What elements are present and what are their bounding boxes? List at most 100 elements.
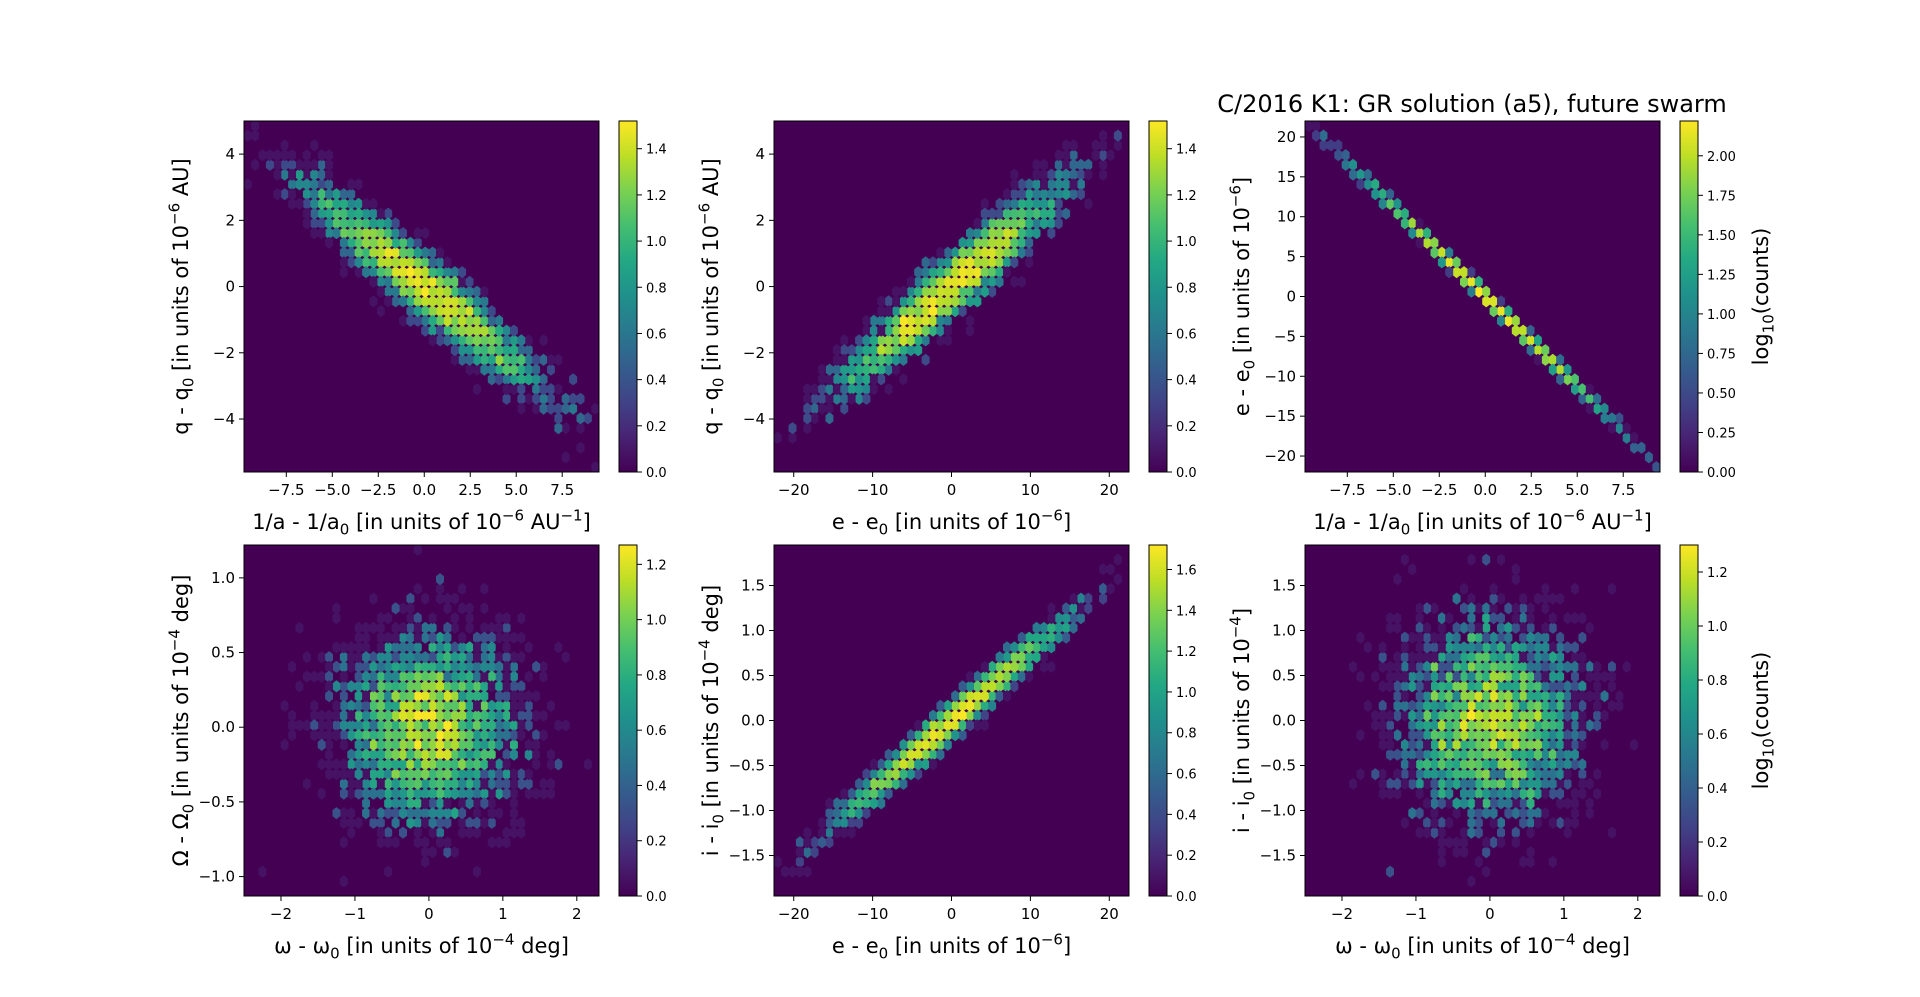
hexbin-cell	[332, 709, 341, 722]
hexbin-cell	[1430, 709, 1439, 722]
hexbin-cell	[428, 305, 437, 318]
hexbin-cell	[914, 275, 923, 288]
hexbin-cell	[421, 787, 430, 800]
hexbin-cell	[1084, 592, 1093, 605]
hexbin-cell	[1445, 758, 1454, 771]
hexbin-cell	[391, 217, 400, 230]
hexbin-cell	[487, 631, 496, 644]
hexbin-cell	[1430, 602, 1439, 615]
hexbin-cell	[1040, 158, 1048, 171]
colorbar-tick-label: 1.2	[646, 558, 667, 573]
hexbin-cell	[539, 392, 548, 405]
hexbin-cell	[465, 748, 474, 761]
hexbin-cell	[480, 787, 489, 800]
hexbin-cell	[1615, 699, 1624, 712]
hexbin-cell	[1541, 719, 1550, 732]
hexbin-cell	[1526, 787, 1535, 800]
hexbin-cell	[406, 699, 415, 712]
hexbin-cell	[384, 826, 393, 839]
hexbin-cell	[1556, 738, 1565, 751]
hexbin-cell	[1408, 563, 1417, 576]
hexbin-cell	[803, 836, 812, 849]
hexbin-cell	[1489, 699, 1498, 712]
hexbin-cell	[473, 758, 481, 771]
hexbin-cell	[576, 392, 585, 405]
x-axis-label: e - e0​ [in units of 10−6​]	[832, 507, 1071, 539]
hexbin-cell	[547, 383, 555, 396]
hexbin-cell	[1526, 719, 1535, 732]
hexbin-cell	[1430, 787, 1439, 800]
hexbin-cell	[892, 353, 900, 366]
hexbin-cell	[310, 217, 319, 230]
hexbin-cell	[458, 738, 467, 751]
hexbin-cell	[325, 178, 333, 191]
hexbin-cell	[406, 738, 415, 751]
hexbin-cell	[1630, 738, 1639, 751]
hexbin-cell	[339, 670, 348, 683]
hexbin-cell	[1526, 797, 1535, 810]
hexbin-cell	[1497, 670, 1505, 683]
hexbin-cell	[487, 344, 496, 357]
hexbin-cell	[1534, 353, 1542, 366]
hexbin-cell	[1415, 787, 1424, 800]
hexbin-cell	[1489, 660, 1498, 673]
hexbin-cell	[1460, 777, 1468, 790]
hexbin-cell	[428, 246, 437, 259]
colorbar-tick-label: 1.0	[1176, 686, 1197, 701]
hexbin-cell	[988, 670, 997, 683]
hexbin-cell	[1548, 855, 1557, 868]
hexbin-cell	[921, 285, 930, 298]
hexbin-cell	[943, 699, 952, 712]
hexbin-cell	[884, 768, 893, 781]
hexbin-cell	[391, 275, 400, 288]
hexbin-cell	[1460, 758, 1468, 771]
hexbin-cell	[1040, 178, 1048, 191]
hexbin-cell	[421, 699, 430, 712]
hexbin-cell	[465, 719, 474, 732]
hexbin-cell	[1489, 816, 1498, 829]
hexbin-cell	[517, 699, 526, 712]
hexbin-cell	[502, 768, 511, 781]
hexbin-cell	[1393, 621, 1402, 634]
hexbin-cell	[899, 758, 908, 771]
hexbin-cell	[862, 392, 871, 405]
hexbin-cell	[1526, 324, 1535, 337]
colorbar-tick-label: 1.6	[1176, 563, 1197, 578]
hexbin-cell	[1010, 178, 1019, 191]
hexbin-cell	[832, 797, 841, 810]
hexbin-cell	[1578, 680, 1587, 693]
hexbin-cell	[1548, 621, 1557, 634]
hexbin-cell	[1415, 660, 1424, 673]
hexbin-cell	[413, 729, 422, 742]
hexbin-cell	[325, 227, 333, 240]
x-tick-label: −5.0	[314, 481, 350, 499]
hexbin-cell	[1445, 836, 1454, 849]
hexbin-cell	[862, 314, 871, 327]
hexbin-cell	[973, 719, 982, 732]
label-text: [in units of 10	[1410, 510, 1563, 534]
hexbin-cell	[362, 207, 370, 220]
hexbin-cell	[517, 631, 526, 644]
hexbin-cell	[1526, 680, 1535, 693]
hexbin-cell	[1408, 227, 1417, 240]
hexbin-cell	[921, 353, 930, 366]
hexbin-cells	[1305, 121, 1660, 472]
hexbin-cell	[1482, 758, 1491, 771]
hexbin-cell	[943, 334, 952, 347]
x-tick-label: 0.0	[1473, 481, 1497, 499]
hexbin-cell	[310, 719, 319, 732]
hexbin-cell	[980, 266, 989, 279]
hexbin-cell	[825, 402, 834, 415]
hexbin-cell	[288, 660, 296, 673]
hexbin-cell	[332, 612, 341, 625]
hexbin-cell	[428, 846, 437, 859]
hexbin-cell	[473, 344, 481, 357]
hexbin-cell	[1578, 612, 1587, 625]
hexbin-cell	[436, 266, 444, 279]
hexbin-cell	[258, 149, 267, 162]
subplot-3: −7.5 −5.0 −2.5 0.0 2.5 5.0 7.5−20−15−10−505101…	[1227, 120, 1777, 538]
hexbin-cell	[450, 324, 459, 337]
hexbin-cell	[302, 777, 311, 790]
hexbin-cell	[1363, 641, 1372, 654]
